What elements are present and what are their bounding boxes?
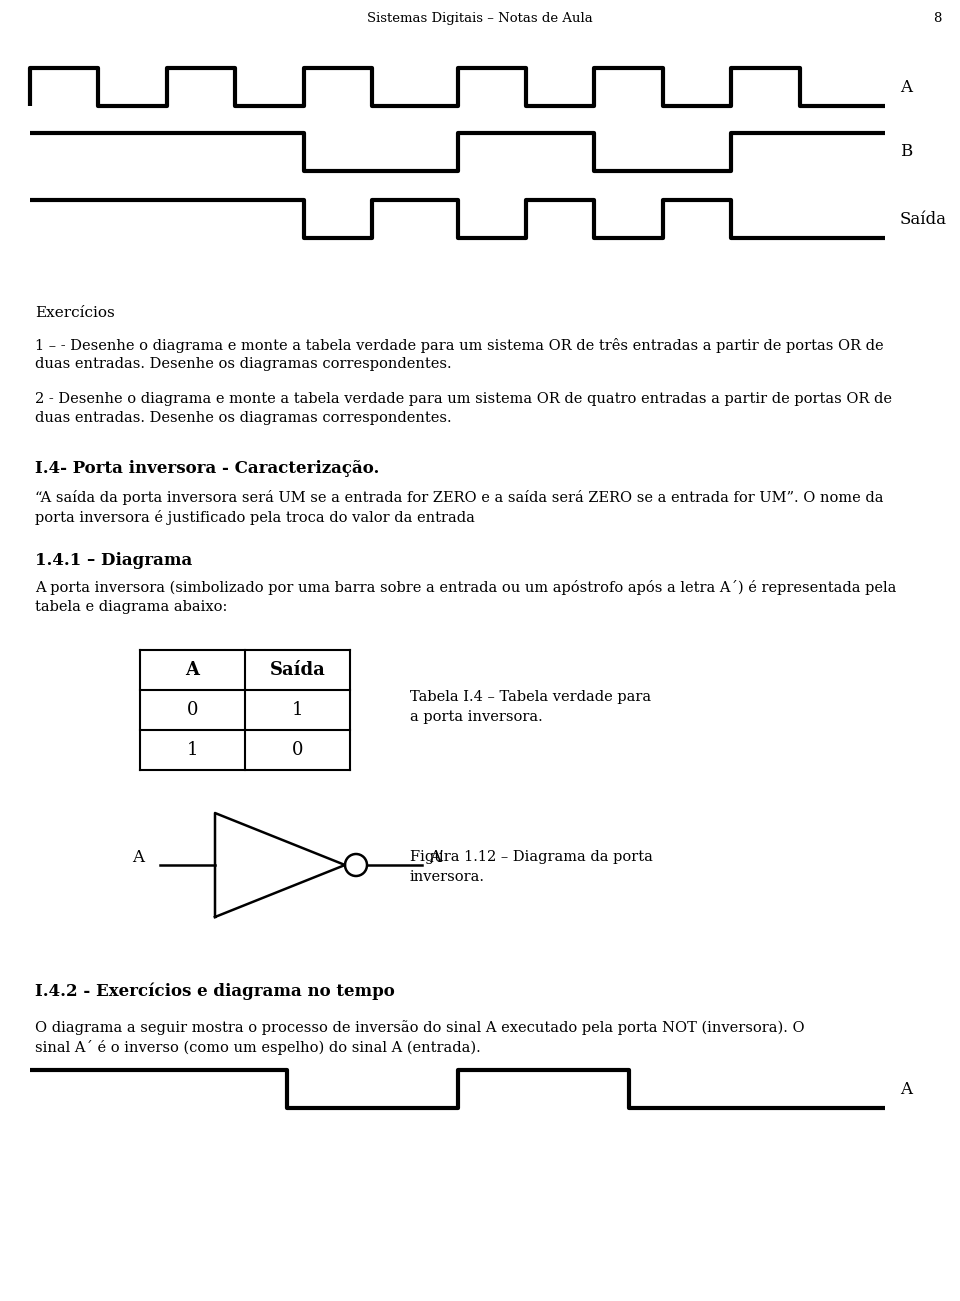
Text: 0: 0 [187, 701, 199, 719]
Text: Saída: Saída [900, 211, 947, 228]
Text: 1.4.1 – Diagrama: 1.4.1 – Diagrama [35, 552, 192, 569]
Text: Exercícios: Exercícios [35, 306, 115, 320]
Text: O diagrama a seguir mostra o processo de inversão do sinal A executado pela port: O diagrama a seguir mostra o processo de… [35, 1020, 804, 1034]
Text: 1: 1 [187, 742, 199, 758]
Text: A: A [132, 848, 144, 865]
Text: 1 – - Desenhe o diagrama e monte a tabela verdade para um sistema OR de três ent: 1 – - Desenhe o diagrama e monte a tabel… [35, 338, 883, 353]
Text: duas entradas. Desenhe os diagramas correspondentes.: duas entradas. Desenhe os diagramas corr… [35, 411, 451, 425]
Text: B: B [900, 143, 912, 160]
Text: I.4.2 - Exercícios e diagrama no tempo: I.4.2 - Exercícios e diagrama no tempo [35, 982, 395, 999]
Text: Sistemas Digitais – Notas de Aula: Sistemas Digitais – Notas de Aula [367, 12, 593, 25]
Text: Saída: Saída [270, 661, 325, 679]
Text: Tabela I.4 – Tabela verdade para: Tabela I.4 – Tabela verdade para [410, 690, 651, 704]
Text: A: A [185, 661, 200, 679]
Text: 1: 1 [292, 701, 303, 719]
Text: porta inversora é justificado pela troca do valor da entrada: porta inversora é justificado pela troca… [35, 510, 475, 526]
Text: I.4- Porta inversora - Caracterização.: I.4- Porta inversora - Caracterização. [35, 461, 379, 477]
Text: tabela e diagrama abaixo:: tabela e diagrama abaixo: [35, 600, 228, 614]
Text: inversora.: inversora. [410, 870, 485, 883]
Text: sinal A´ é o inverso (como um espelho) do sinal A (entrada).: sinal A´ é o inverso (como um espelho) d… [35, 1039, 481, 1055]
Text: A’: A’ [429, 848, 444, 865]
Text: A porta inversora (simbolizado por uma barra sobre a entrada ou um apóstrofo apó: A porta inversora (simbolizado por uma b… [35, 580, 897, 595]
Text: 0: 0 [292, 742, 303, 758]
Text: A: A [900, 1081, 912, 1098]
Text: “A saída da porta inversora será UM se a entrada for ZERO e a saída será ZERO se: “A saída da porta inversora será UM se a… [35, 490, 883, 505]
Text: Figura 1.12 – Diagrama da porta: Figura 1.12 – Diagrama da porta [410, 850, 653, 864]
Text: a porta inversora.: a porta inversora. [410, 710, 542, 723]
Text: 2 - Desenhe o diagrama e monte a tabela verdade para um sistema OR de quatro ent: 2 - Desenhe o diagrama e monte a tabela … [35, 392, 892, 406]
Text: duas entradas. Desenhe os diagramas correspondentes.: duas entradas. Desenhe os diagramas corr… [35, 356, 451, 371]
Text: 8: 8 [933, 12, 942, 25]
Text: A: A [900, 78, 912, 95]
